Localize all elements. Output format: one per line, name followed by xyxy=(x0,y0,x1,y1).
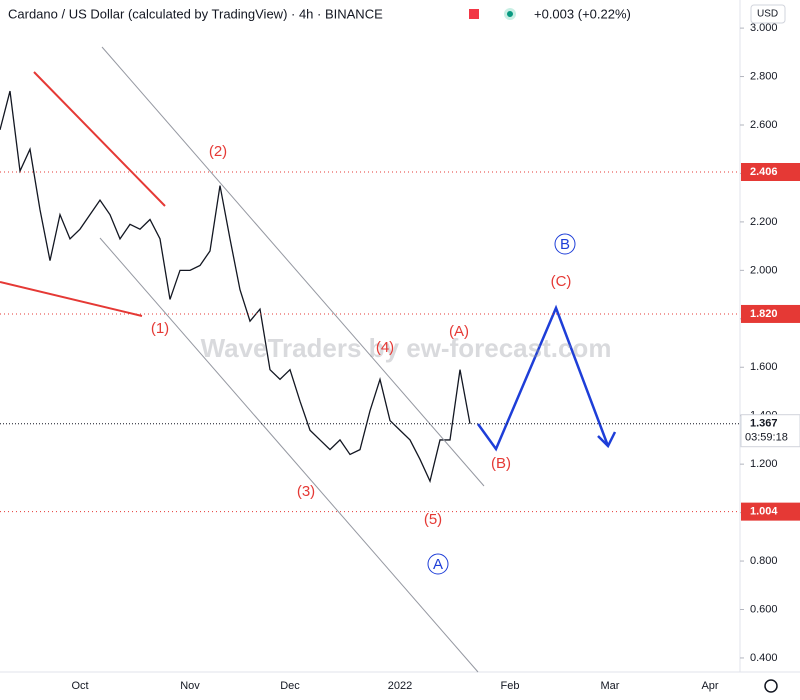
wave-label: (1) xyxy=(151,320,169,337)
x-tick-label: Apr xyxy=(701,680,718,692)
projection-path xyxy=(476,304,610,452)
channel-line xyxy=(101,46,485,487)
status-dot xyxy=(507,11,513,17)
x-tick-label: Nov xyxy=(180,680,200,692)
y-tick-label: 0.800 xyxy=(750,555,778,567)
wave-label: (2) xyxy=(209,143,227,160)
wave-label: (3) xyxy=(297,483,315,500)
wave-label: (4) xyxy=(376,339,394,356)
wave-label: B xyxy=(560,236,570,253)
wave-label: (B) xyxy=(491,455,511,472)
level-badge xyxy=(741,162,800,181)
wave-circle xyxy=(427,553,449,575)
wave-label: A xyxy=(433,556,443,573)
y-tick-label: 2.600 xyxy=(750,119,778,131)
trend-line xyxy=(33,71,166,207)
currency-button[interactable] xyxy=(750,4,786,24)
wave-label: (5) xyxy=(424,511,442,528)
wave-label: (A) xyxy=(449,323,469,340)
wave-circle xyxy=(554,233,576,255)
projection-arrow xyxy=(597,431,617,449)
price-line xyxy=(0,90,471,484)
currency-label[interactable]: USD xyxy=(757,9,778,20)
x-tick-label: Mar xyxy=(601,680,620,692)
wave-label: (C) xyxy=(551,273,572,290)
level-badge xyxy=(741,502,800,521)
x-tick-label: Oct xyxy=(71,680,88,692)
y-tick-label: 3.000 xyxy=(750,22,778,34)
chart-title: Cardano / US Dollar (calculated by Tradi… xyxy=(8,6,383,21)
y-tick-label: 2.800 xyxy=(750,70,778,82)
last-price-badge xyxy=(740,414,800,448)
channel-line xyxy=(99,237,479,673)
level-badge xyxy=(741,304,800,323)
price-change: +0.003 (+0.22%) xyxy=(534,6,631,21)
watermark: WaveTraders by ew-forecast.com xyxy=(201,333,612,363)
y-tick-label: 1.200 xyxy=(750,458,778,470)
y-tick-label: 0.600 xyxy=(750,603,778,615)
last-price-label: 1.367 xyxy=(750,418,778,430)
countdown: 03:59:18 xyxy=(745,432,788,444)
plot xyxy=(0,90,471,484)
settings-icon[interactable] xyxy=(764,679,778,693)
level-label: 2.406 xyxy=(750,166,778,178)
x-tick-label: 2022 xyxy=(388,680,412,692)
y-tick-label: 2.200 xyxy=(750,216,778,228)
y-tick-label: 2.000 xyxy=(750,264,778,276)
level-label: 1.004 xyxy=(750,506,778,518)
level-label: 1.820 xyxy=(750,308,778,320)
x-tick-label: Feb xyxy=(501,680,520,692)
x-tick-label: Dec xyxy=(280,680,300,692)
y-tick-label: 0.400 xyxy=(750,652,778,664)
trend-line xyxy=(0,281,143,317)
flag-icon[interactable] xyxy=(469,9,479,19)
y-tick-label: 1.600 xyxy=(750,361,778,373)
